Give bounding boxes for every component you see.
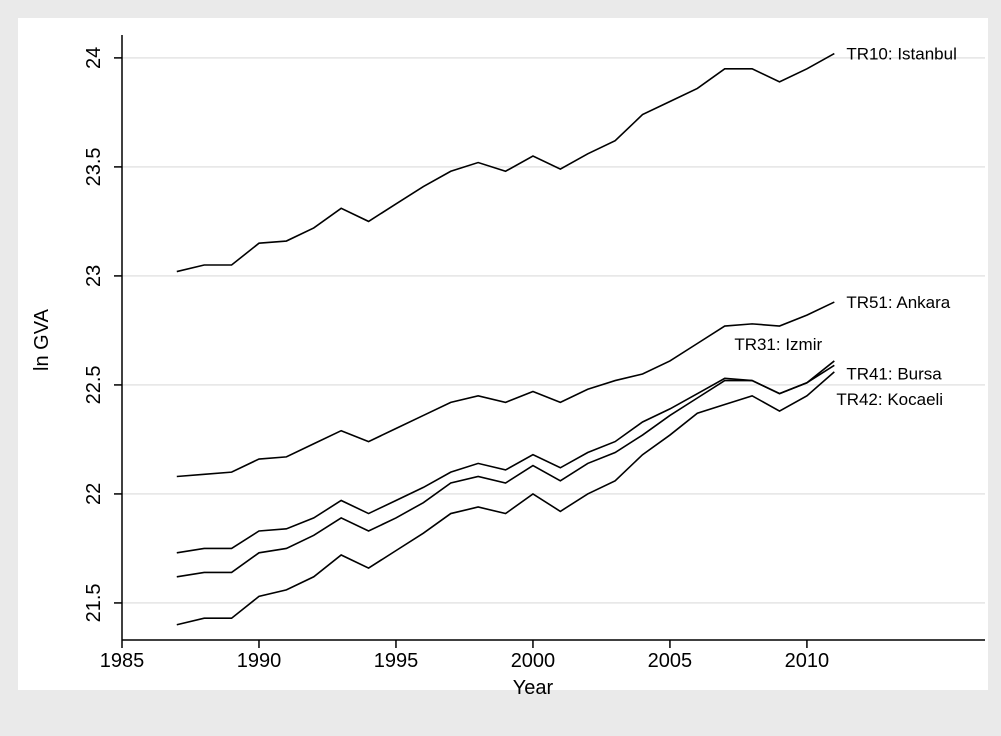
series-label: TR10: Istanbul (846, 45, 957, 64)
x-tick-label: 1990 (237, 650, 282, 672)
x-tick-label: 2000 (511, 650, 556, 672)
y-tick-label: 23.5 (83, 147, 105, 186)
series-line (176, 371, 835, 626)
y-axis-title: ln GVA (31, 308, 53, 371)
series-label: TR31: Izmir (734, 335, 822, 354)
y-tick-label: 21.5 (83, 583, 105, 622)
plot-region (18, 18, 988, 690)
series-label: TR42: Kocaeli (836, 390, 943, 409)
series-label: TR41: Bursa (846, 364, 942, 383)
y-tick-label: 22.5 (83, 365, 105, 404)
series-line (176, 364, 835, 578)
series-line (176, 360, 835, 554)
x-axis-title: Year (513, 677, 554, 699)
x-tick-label: 2005 (648, 650, 693, 672)
y-tick-label: 22 (83, 483, 105, 505)
x-tick-label: 2010 (785, 650, 830, 672)
series-line (176, 301, 835, 478)
y-tick-label: 23 (83, 265, 105, 287)
x-tick-label: 1985 (100, 650, 145, 672)
x-tick-label: 1995 (374, 650, 419, 672)
series-line (176, 52, 835, 273)
y-tick-label: 24 (83, 47, 105, 69)
series-label: TR51: Ankara (846, 293, 950, 312)
